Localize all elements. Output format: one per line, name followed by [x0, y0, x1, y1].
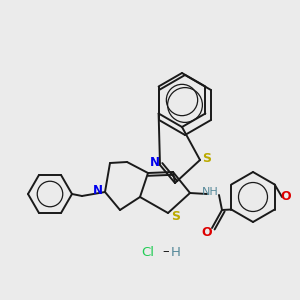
Text: NH: NH	[202, 187, 218, 197]
Text: O: O	[202, 226, 212, 239]
Text: Cl: Cl	[142, 245, 154, 259]
Text: H: H	[171, 245, 181, 259]
Text: O: O	[281, 190, 291, 203]
Text: S: S	[172, 211, 181, 224]
Text: N: N	[93, 184, 103, 196]
Text: N: N	[150, 157, 160, 169]
Text: –: –	[163, 245, 169, 259]
Text: S: S	[202, 152, 211, 164]
